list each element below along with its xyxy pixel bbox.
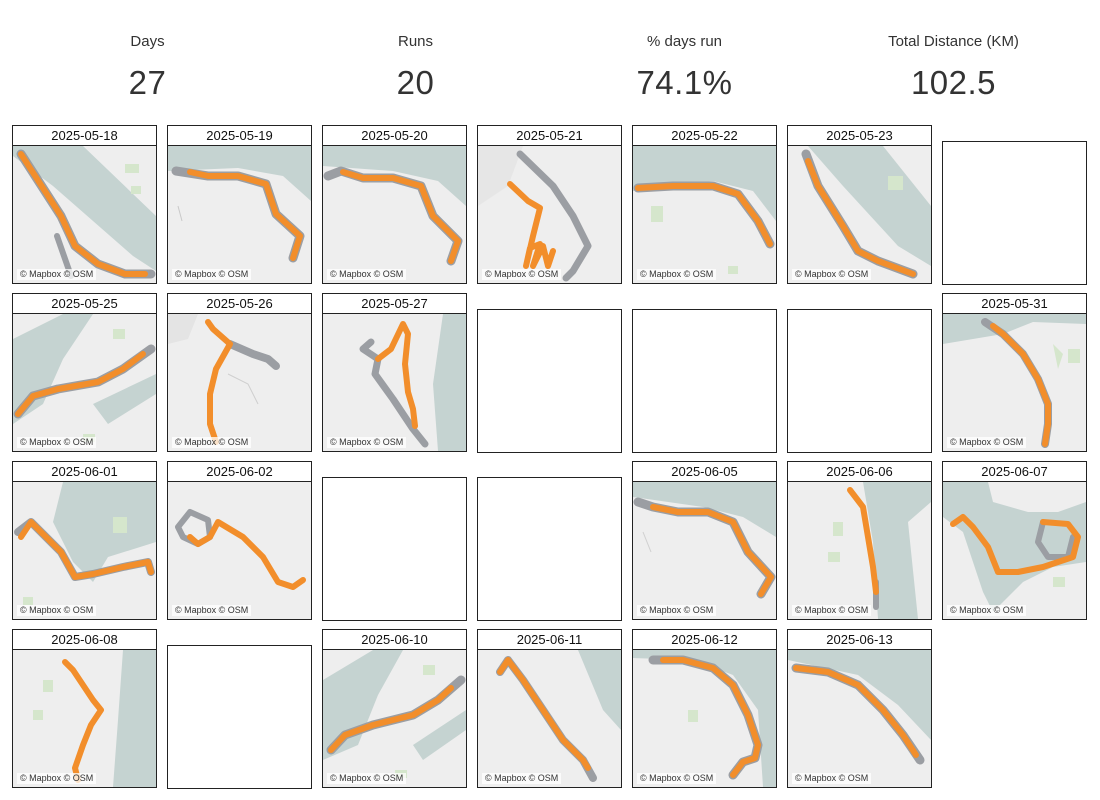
run-date: 2025-05-18 bbox=[12, 125, 157, 145]
run-tile[interactable]: 2025-06-07 © Mapbox © OSM bbox=[942, 461, 1087, 620]
run-tile[interactable]: 2025-05-27 © Mapbox © OSM bbox=[322, 293, 467, 452]
run-date: 2025-06-02 bbox=[167, 461, 312, 481]
run-date: 2025-05-20 bbox=[322, 125, 467, 145]
map-credit: © Mapbox © OSM bbox=[17, 605, 97, 616]
run-tile[interactable]: 2025-06-05 © Mapbox © OSM bbox=[632, 461, 777, 620]
empty-day bbox=[477, 477, 622, 621]
kpi-percent-value: 74.1% bbox=[636, 64, 733, 101]
run-tile[interactable]: 2025-05-23 © Mapbox © OSM bbox=[787, 125, 932, 284]
map-credit: © Mapbox © OSM bbox=[327, 773, 407, 784]
route-map[interactable]: © Mapbox © OSM bbox=[787, 481, 932, 620]
run-tile[interactable]: 2025-05-26 © Mapbox © OSM bbox=[167, 293, 312, 452]
run-date: 2025-06-06 bbox=[787, 461, 932, 481]
map-credit: © Mapbox © OSM bbox=[792, 269, 872, 280]
run-tile[interactable]: 2025-05-21 © Mapbox © OSM bbox=[477, 125, 622, 284]
map-credit: © Mapbox © OSM bbox=[792, 605, 872, 616]
route-map[interactable]: © Mapbox © OSM bbox=[942, 313, 1087, 452]
route-map[interactable]: © Mapbox © OSM bbox=[477, 649, 622, 788]
empty-day bbox=[477, 309, 622, 453]
run-date: 2025-05-31 bbox=[942, 293, 1087, 313]
empty-day bbox=[322, 477, 467, 621]
run-tile[interactable]: 2025-05-22 © Mapbox © OSM bbox=[632, 125, 777, 284]
map-credit: © Mapbox © OSM bbox=[637, 773, 717, 784]
run-date: 2025-05-25 bbox=[12, 293, 157, 313]
run-date: 2025-05-21 bbox=[477, 125, 622, 145]
map-credit: © Mapbox © OSM bbox=[947, 605, 1027, 616]
run-date: 2025-06-07 bbox=[942, 461, 1087, 481]
map-credit: © Mapbox © OSM bbox=[17, 269, 97, 280]
route-map[interactable]: © Mapbox © OSM bbox=[322, 649, 467, 788]
run-date: 2025-05-19 bbox=[167, 125, 312, 145]
run-tile[interactable]: 2025-06-06 © Mapbox © OSM bbox=[787, 461, 932, 620]
map-credit: © Mapbox © OSM bbox=[17, 773, 97, 784]
map-credit: © Mapbox © OSM bbox=[482, 269, 562, 280]
run-tile[interactable]: 2025-05-25 © Mapbox © OSM bbox=[12, 293, 157, 452]
run-tile[interactable]: 2025-06-11 © Mapbox © OSM bbox=[477, 629, 622, 788]
run-tile[interactable]: 2025-05-20 © Mapbox © OSM bbox=[322, 125, 467, 284]
route-map[interactable]: © Mapbox © OSM bbox=[12, 481, 157, 620]
map-credit: © Mapbox © OSM bbox=[172, 605, 252, 616]
route-map[interactable]: © Mapbox © OSM bbox=[167, 145, 312, 284]
kpi-distance-label: Total Distance (KM) bbox=[888, 33, 1019, 50]
run-date: 2025-05-23 bbox=[787, 125, 932, 145]
run-date: 2025-06-12 bbox=[632, 629, 777, 649]
empty-day bbox=[787, 309, 932, 453]
empty-day bbox=[942, 141, 1087, 285]
route-map[interactable]: © Mapbox © OSM bbox=[167, 313, 312, 452]
map-credit: © Mapbox © OSM bbox=[792, 773, 872, 784]
route-map[interactable]: © Mapbox © OSM bbox=[787, 649, 932, 788]
map-credit: © Mapbox © OSM bbox=[17, 437, 97, 448]
kpi-runs-label: Runs bbox=[397, 33, 434, 50]
run-tile[interactable]: 2025-06-08 © Mapbox © OSM bbox=[12, 629, 157, 788]
map-credit: © Mapbox © OSM bbox=[482, 773, 562, 784]
kpi-days-label: Days bbox=[130, 33, 165, 50]
route-map[interactable]: © Mapbox © OSM bbox=[322, 145, 467, 284]
run-tile[interactable]: 2025-06-10 © Mapbox © OSM bbox=[322, 629, 467, 788]
empty-day bbox=[167, 645, 312, 789]
run-date: 2025-06-08 bbox=[12, 629, 157, 649]
run-date: 2025-06-11 bbox=[477, 629, 622, 649]
run-tile[interactable]: 2025-05-18 © Mapbox © OSM bbox=[12, 125, 157, 284]
run-date: 2025-06-01 bbox=[12, 461, 157, 481]
run-date: 2025-05-22 bbox=[632, 125, 777, 145]
route-map[interactable]: © Mapbox © OSM bbox=[167, 481, 312, 620]
run-tile[interactable]: 2025-06-12 © Mapbox © OSM bbox=[632, 629, 777, 788]
map-credit: © Mapbox © OSM bbox=[327, 269, 407, 280]
kpi-runs-value: 20 bbox=[396, 64, 435, 101]
run-tile[interactable]: 2025-05-31 © Mapbox © OSM bbox=[942, 293, 1087, 452]
run-date: 2025-05-27 bbox=[322, 293, 467, 313]
map-credit: © Mapbox © OSM bbox=[947, 437, 1027, 448]
kpi-distance-value: 102.5 bbox=[910, 64, 997, 101]
run-tile[interactable]: 2025-05-19 © Mapbox © OSM bbox=[167, 125, 312, 284]
route-map[interactable]: © Mapbox © OSM bbox=[632, 145, 777, 284]
map-credit: © Mapbox © OSM bbox=[327, 437, 407, 448]
run-date: 2025-06-13 bbox=[787, 629, 932, 649]
route-map[interactable]: © Mapbox © OSM bbox=[12, 145, 157, 284]
route-map[interactable]: © Mapbox © OSM bbox=[12, 313, 157, 452]
run-date: 2025-05-26 bbox=[167, 293, 312, 313]
map-credit: © Mapbox © OSM bbox=[637, 605, 717, 616]
route-map[interactable]: © Mapbox © OSM bbox=[632, 481, 777, 620]
kpi-percent-label: % days run bbox=[646, 33, 723, 50]
map-credit: © Mapbox © OSM bbox=[172, 269, 252, 280]
run-date: 2025-06-05 bbox=[632, 461, 777, 481]
map-credit: © Mapbox © OSM bbox=[637, 269, 717, 280]
kpi-days-value: 27 bbox=[128, 64, 167, 101]
run-date: 2025-06-10 bbox=[322, 629, 467, 649]
run-tile[interactable]: 2025-06-13 © Mapbox © OSM bbox=[787, 629, 932, 788]
route-map[interactable]: © Mapbox © OSM bbox=[12, 649, 157, 788]
route-map[interactable]: © Mapbox © OSM bbox=[787, 145, 932, 284]
route-map[interactable]: © Mapbox © OSM bbox=[942, 481, 1087, 620]
route-map[interactable]: © Mapbox © OSM bbox=[477, 145, 622, 284]
run-tile[interactable]: 2025-06-01 © Mapbox © OSM bbox=[12, 461, 157, 620]
empty-day bbox=[632, 309, 777, 453]
run-tile[interactable]: 2025-06-02 © Mapbox © OSM bbox=[167, 461, 312, 620]
map-credit: © Mapbox © OSM bbox=[172, 437, 252, 448]
route-map[interactable]: © Mapbox © OSM bbox=[632, 649, 777, 788]
route-map[interactable]: © Mapbox © OSM bbox=[322, 313, 467, 452]
